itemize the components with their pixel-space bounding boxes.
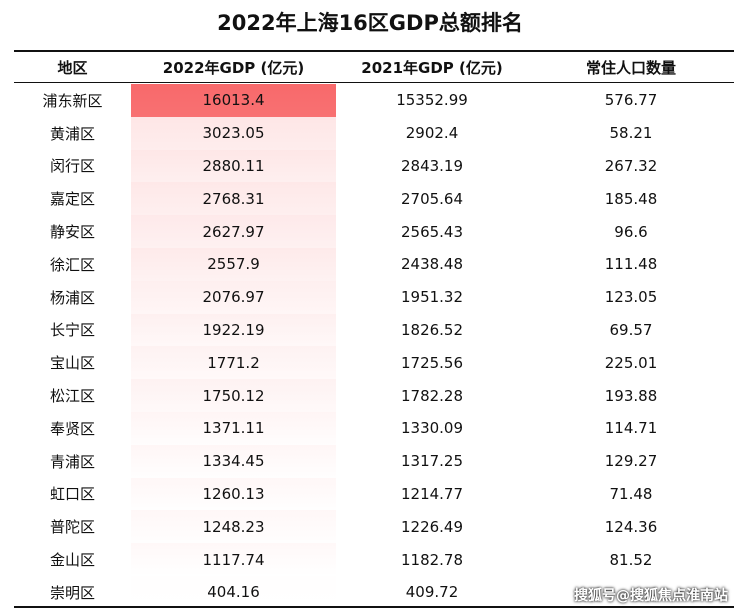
cell-district: 静安区 (49, 223, 95, 242)
cell-gdp-2021: 2902.4 (405, 124, 459, 143)
cell-district: 青浦区 (49, 452, 95, 471)
table-row: 青浦区 1334.45 1317.25 129.27 (14, 444, 734, 478)
table-row: 长宁区 1922.19 1826.52 69.57 (14, 313, 734, 347)
cell-gdp-2022: 1117.74 (131, 543, 336, 576)
cell-district: 虹口区 (49, 485, 95, 504)
cell-gdp-2021: 1226.49 (400, 517, 464, 536)
cell-district: 松江区 (49, 387, 95, 406)
cell-population: 123.05 (604, 288, 658, 307)
table-row: 闵行区 2880.11 2843.19 267.32 (14, 149, 734, 183)
cell-district: 长宁区 (49, 321, 95, 340)
cell-gdp-2021: 2705.64 (400, 189, 464, 208)
cell-district: 崇明区 (49, 583, 95, 602)
cell-gdp-2021: 1725.56 (400, 353, 464, 372)
cell-gdp-2021: 1826.52 (400, 320, 464, 339)
table-header: 地区 2022年GDP (亿元) 2021年GDP (亿元) 常住人口数量 (14, 52, 734, 82)
cell-population: 267.32 (604, 156, 658, 175)
table-row: 松江区 1750.12 1782.28 193.88 (14, 379, 734, 412)
cell-district: 金山区 (49, 551, 95, 570)
cell-gdp-2022: 1371.11 (131, 412, 336, 445)
bottom-rule (14, 606, 734, 608)
cell-gdp-2022: 1248.23 (131, 510, 336, 544)
table-row: 崇明区 404.16 409.72 (14, 576, 734, 609)
header-gdp-2021: 2021年GDP (亿元) (361, 58, 503, 77)
cell-gdp-2022: 1260.13 (131, 477, 336, 511)
cell-gdp-2021: 1330.09 (400, 419, 464, 438)
cell-gdp-2022: 2076.97 (131, 280, 336, 314)
cell-population: 124.36 (604, 517, 658, 536)
cell-gdp-2022: 3023.05 (131, 116, 336, 150)
cell-population: 225.01 (604, 353, 658, 372)
cell-population: 71.48 (609, 484, 653, 503)
cell-gdp-2021: 1214.77 (400, 484, 464, 503)
cell-population: 576.77 (604, 91, 658, 110)
header-gdp-2022: 2022年GDP (亿元) (162, 58, 305, 77)
cell-gdp-2021: 2843.19 (400, 156, 464, 175)
header-rule (14, 82, 734, 83)
cell-gdp-2022: 1334.45 (131, 444, 336, 478)
watermark: 搜狐号@搜狐焦点淮南站 (574, 588, 728, 604)
table-row: 杨浦区 2076.97 1951.32 123.05 (14, 280, 734, 314)
cell-district: 闵行区 (49, 157, 95, 176)
cell-gdp-2022: 2627.97 (131, 215, 336, 248)
cell-gdp-2022: 2768.31 (131, 182, 336, 216)
table-row: 宝山区 1771.2 1725.56 225.01 (14, 346, 734, 380)
cell-gdp-2021: 15352.99 (396, 91, 468, 110)
cell-gdp-2022: 2880.11 (131, 149, 336, 183)
cell-district: 浦东新区 (42, 91, 103, 110)
table-row: 徐汇区 2557.9 2438.48 111.48 (14, 248, 734, 281)
table-row: 金山区 1117.74 1182.78 81.52 (14, 543, 734, 576)
cell-population: 96.6 (614, 222, 648, 241)
cell-district: 宝山区 (49, 354, 95, 373)
table-row: 黄浦区 3023.05 2902.4 58.21 (14, 116, 734, 150)
cell-gdp-2022: 1771.2 (131, 346, 336, 380)
cell-gdp-2021: 2565.43 (400, 222, 464, 241)
cell-gdp-2022: 16013.4 (131, 84, 336, 117)
top-rule (14, 50, 734, 52)
cell-gdp-2021: 409.72 (405, 583, 459, 602)
cell-gdp-2021: 2438.48 (400, 255, 464, 274)
cell-population: 58.21 (609, 124, 653, 143)
cell-gdp-2021: 1951.32 (400, 288, 464, 307)
cell-gdp-2022: 1750.12 (131, 379, 336, 412)
table-row: 虹口区 1260.13 1214.77 71.48 (14, 477, 734, 511)
cell-district: 徐汇区 (49, 255, 95, 274)
cell-district: 普陀区 (49, 518, 95, 537)
cell-district: 杨浦区 (49, 288, 95, 307)
cell-gdp-2021: 1317.25 (400, 452, 464, 471)
cell-population: 129.27 (604, 452, 658, 471)
table-row: 浦东新区 16013.4 15352.99 576.77 (14, 84, 734, 117)
cell-population: 81.52 (609, 550, 653, 569)
cell-population: 114.71 (604, 419, 658, 438)
table-row: 普陀区 1248.23 1226.49 124.36 (14, 510, 734, 544)
header-district: 地区 (57, 58, 88, 77)
cell-population: 185.48 (604, 189, 658, 208)
table-row: 嘉定区 2768.31 2705.64 185.48 (14, 182, 734, 216)
cell-district: 奉贤区 (49, 419, 95, 438)
cell-population: 111.48 (604, 255, 658, 274)
table-row: 静安区 2627.97 2565.43 96.6 (14, 215, 734, 248)
cell-gdp-2022: 1922.19 (131, 313, 336, 347)
header-population: 常住人口数量 (585, 58, 676, 77)
table-row: 奉贤区 1371.11 1330.09 114.71 (14, 412, 734, 445)
table-title: 2022年上海16区GDP总额排名 (217, 11, 523, 35)
cell-gdp-2021: 1182.78 (400, 550, 464, 569)
cell-gdp-2022: 2557.9 (131, 248, 336, 281)
cell-population: 69.57 (609, 320, 653, 339)
cell-district: 黄浦区 (49, 124, 95, 143)
cell-population: 193.88 (604, 386, 658, 405)
cell-district: 嘉定区 (49, 190, 95, 209)
cell-gdp-2021: 1782.28 (400, 386, 464, 405)
cell-gdp-2022: 404.16 (131, 576, 336, 609)
